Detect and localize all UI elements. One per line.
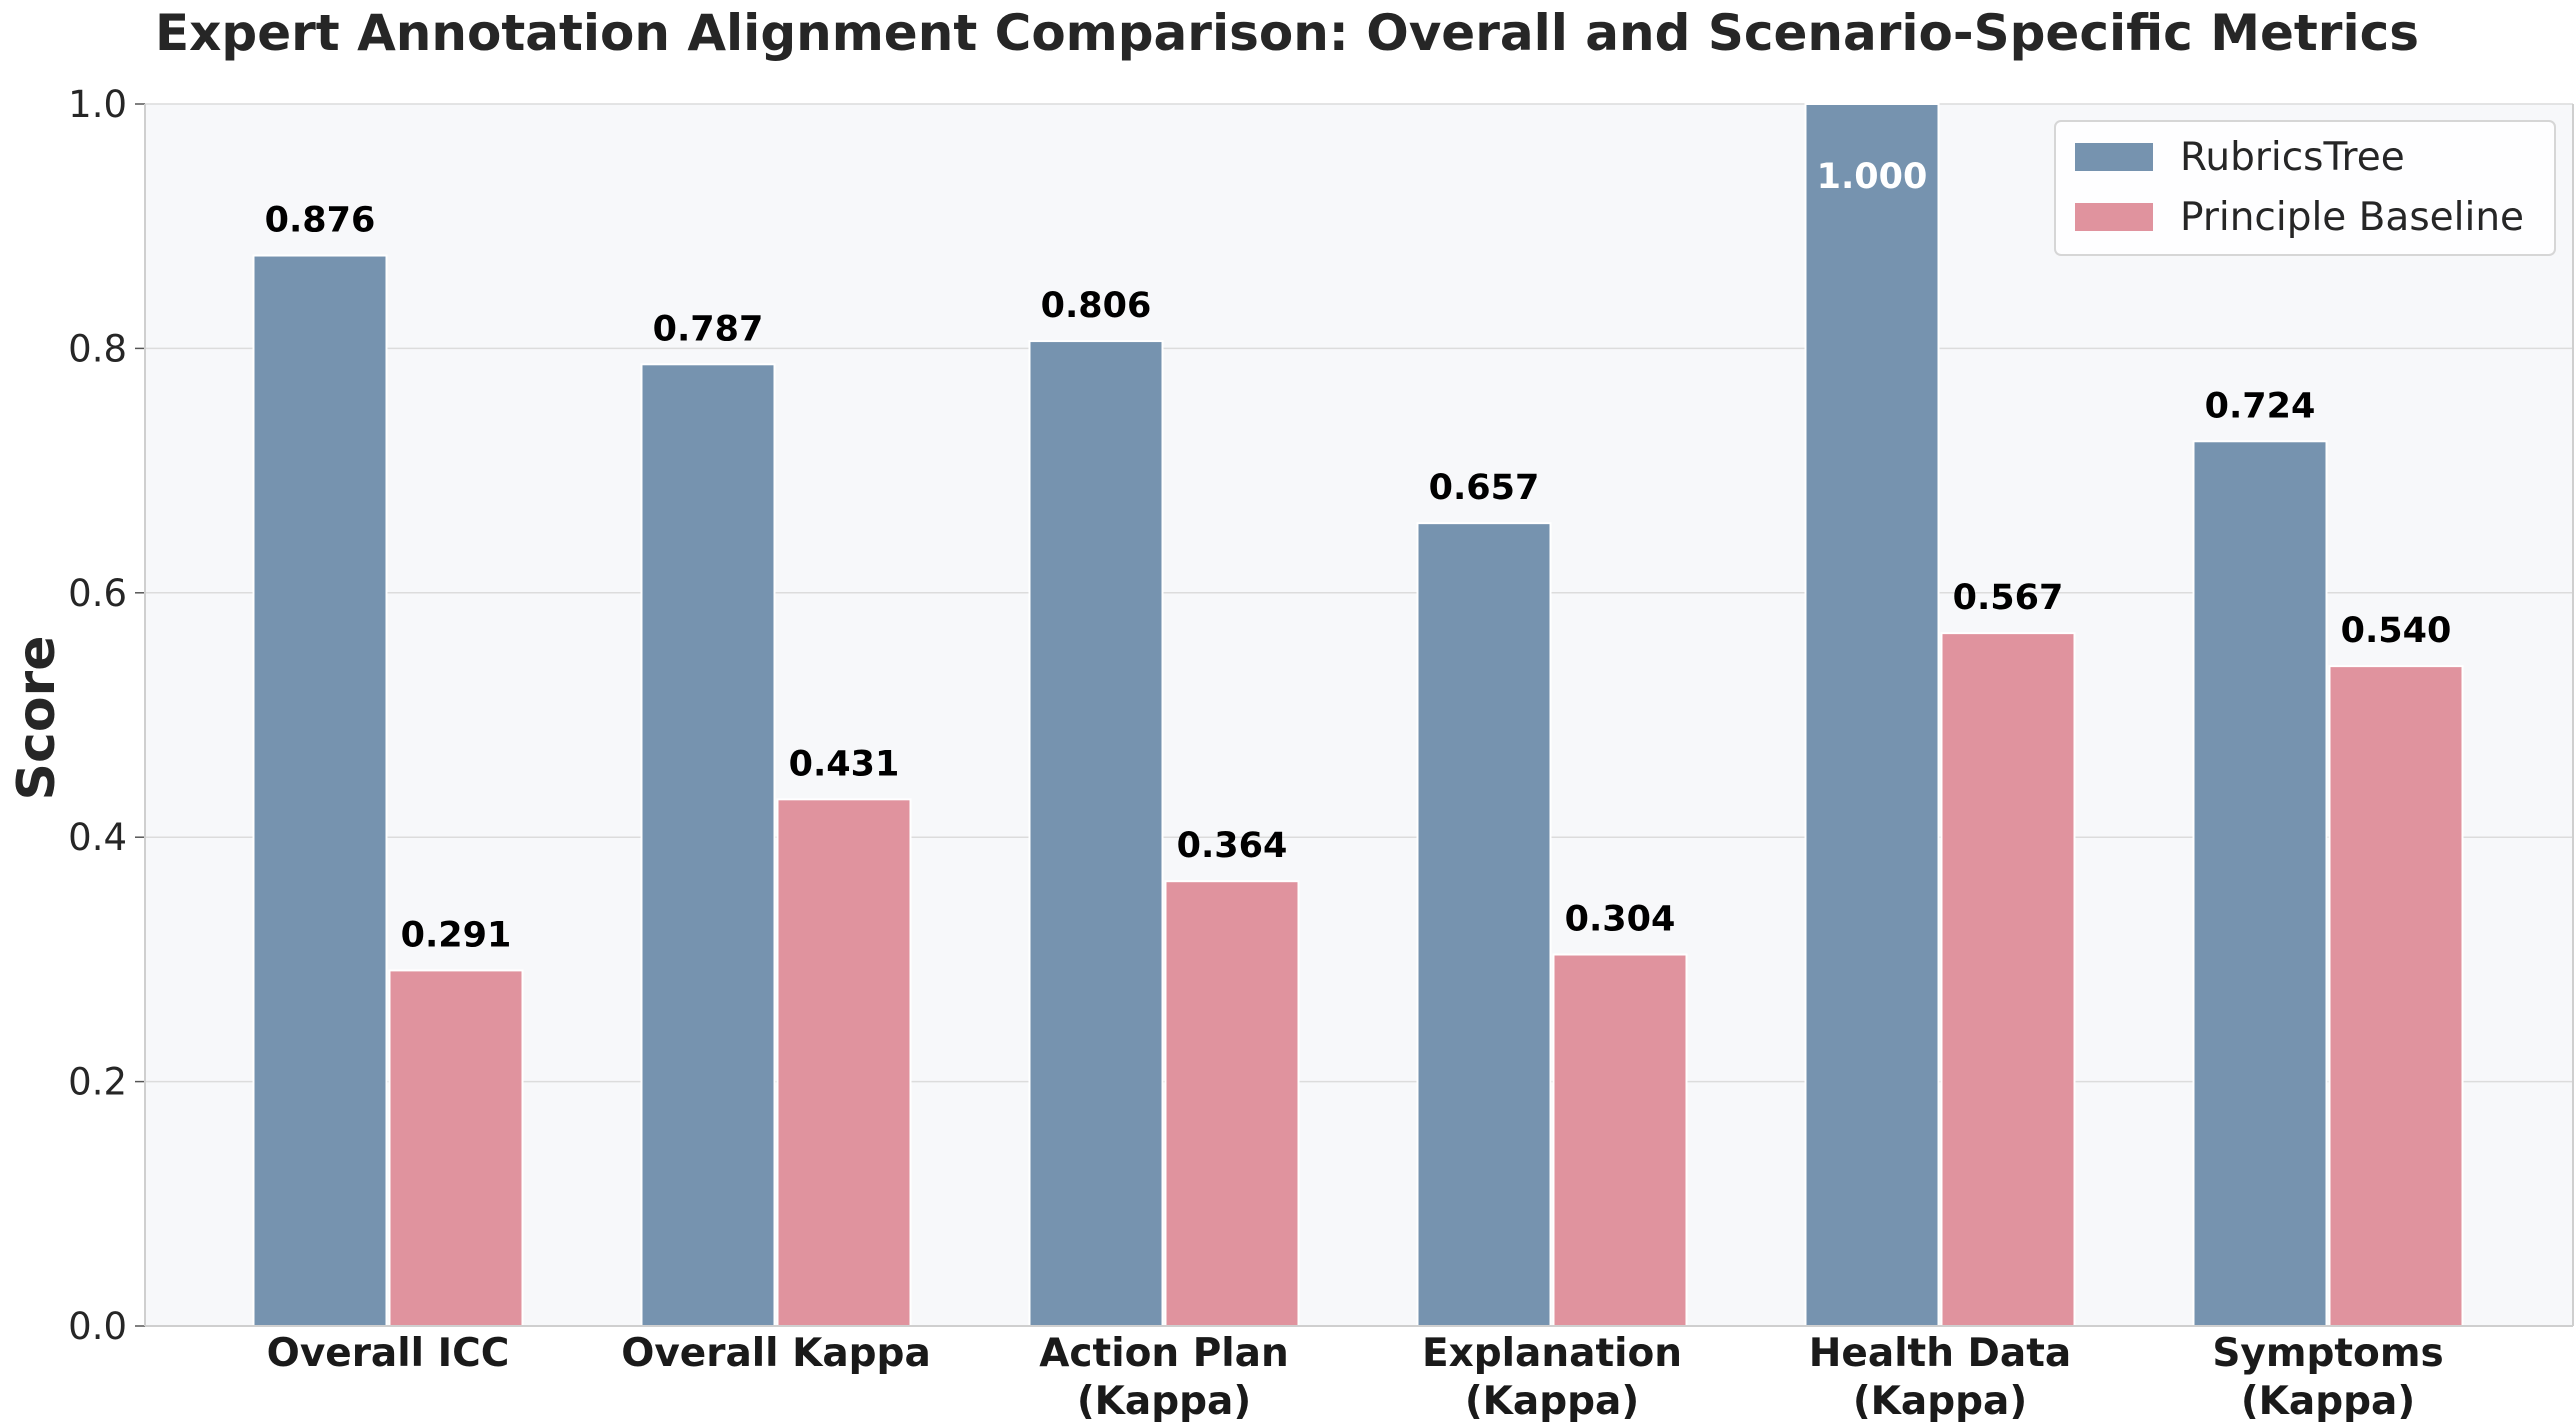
- bar-baseline-4: [1940, 632, 2076, 1327]
- bar-rubricstree-2: [1028, 340, 1164, 1327]
- x-tick-label: Symptoms: [2212, 1331, 2443, 1376]
- x-tick-label: (Kappa): [1077, 1379, 1251, 1424]
- value-label: 0.806: [1041, 286, 1152, 326]
- value-label: 0.540: [2341, 611, 2452, 651]
- y-tick-label: 0.8: [68, 327, 127, 370]
- bar-baseline-2: [1164, 880, 1300, 1328]
- x-tick-label: Health Data: [1809, 1331, 2071, 1376]
- x-tick-label: Explanation: [1422, 1331, 1682, 1376]
- bar-rubricstree-5: [2192, 440, 2328, 1328]
- chart-title: Expert Annotation Alignment Comparison: …: [155, 4, 2419, 62]
- bar-baseline-3: [1552, 953, 1688, 1328]
- legend-label: Principle Baseline: [2180, 195, 2524, 240]
- x-tick-label: Overall ICC: [267, 1331, 510, 1376]
- legend-label: RubricsTree: [2180, 135, 2405, 180]
- bar-baseline-5: [2328, 665, 2464, 1327]
- value-label: 0.787: [653, 309, 764, 349]
- bar-rubricstree-1: [640, 363, 776, 1327]
- legend-swatch: [2075, 203, 2153, 231]
- legend-swatch: [2075, 143, 2153, 171]
- value-label: 0.431: [789, 744, 900, 784]
- y-tick-label: 0.6: [68, 572, 127, 615]
- axes: 0.0 0.2 0.4 0.6 0.8 1.0 Overall ICC Overall Kap…: [68, 83, 2574, 1424]
- bar-rubricstree-0: [252, 254, 388, 1328]
- x-tick-label: Overall Kappa: [621, 1331, 931, 1376]
- legend: RubricsTree Principle Baseline: [2054, 120, 2556, 256]
- value-labels: 0.876 0.291 0.787 0.431 0.806 0.364 0.657 0.304…: [265, 157, 2452, 955]
- y-tick-label: 0.2: [68, 1061, 127, 1104]
- x-tick-label: (Kappa): [1853, 1379, 2027, 1424]
- x-tick-label: (Kappa): [1465, 1379, 1639, 1424]
- y-tick-label: 0.4: [68, 816, 127, 859]
- value-label: 0.724: [2205, 386, 2316, 426]
- bar-baseline-1: [776, 798, 912, 1327]
- value-label: 1.000: [1817, 157, 1928, 197]
- x-tick-label: (Kappa): [2241, 1379, 2415, 1424]
- bar-rubricstree-4: [1804, 103, 1940, 1327]
- value-label: 0.876: [265, 201, 376, 241]
- legend-box: [2054, 120, 2556, 256]
- bar-rubricstree-3: [1416, 522, 1552, 1327]
- y-tick-label: 1.0: [68, 83, 127, 126]
- value-label: 0.657: [1429, 468, 1540, 508]
- bars: [252, 103, 2464, 1328]
- value-label: 0.364: [1177, 826, 1288, 866]
- value-label: 0.567: [1953, 578, 2064, 618]
- y-axis-label: Score: [7, 636, 67, 801]
- y-tick-label: 0.0: [68, 1305, 127, 1348]
- x-tick-label: Action Plan: [1039, 1331, 1288, 1376]
- plot-area: [145, 104, 2573, 1326]
- bar-baseline-0: [388, 969, 524, 1327]
- value-label: 0.304: [1565, 900, 1676, 940]
- value-label: 0.291: [401, 915, 512, 955]
